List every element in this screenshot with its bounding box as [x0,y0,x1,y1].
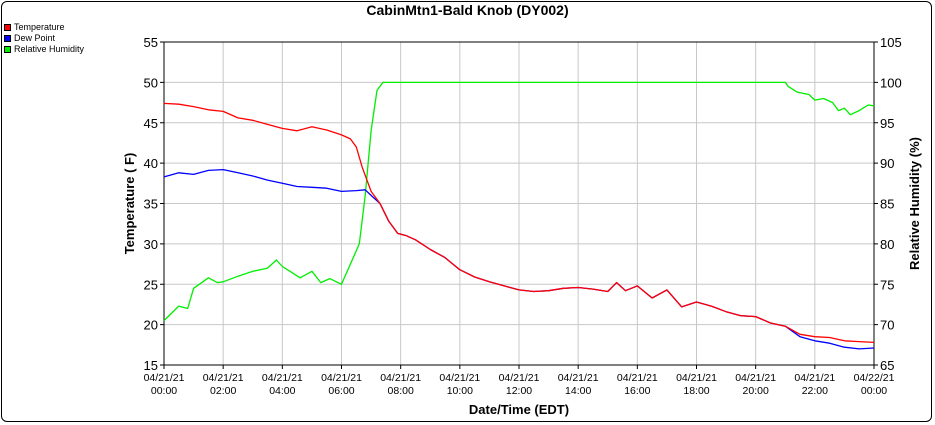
chart-title: CabinMtn1-Bald Knob (DY002) [366,2,569,18]
y2-tick-label-2: 75 [880,277,894,292]
series-line-temperature [163,102,875,344]
y-tick-label-3: 30 [144,237,158,252]
y-tick-label-7: 50 [144,75,158,90]
x-tick-time-12: 00:00 [861,385,887,397]
x-tick-date-12: 04/22/21 [854,372,895,384]
series-line-relative-humidity [163,81,875,322]
legend-swatch-dew-point [4,35,11,42]
x-tick-time-11: 22:00 [802,385,828,397]
legend: Temperature Dew Point Relative Humidity [4,22,84,55]
x-tick-time-2: 04:00 [269,385,295,397]
y2-axis-label: Relative Humidity (%) [907,137,922,270]
y-tick-label-6: 45 [144,116,158,131]
x-tick-date-11: 04/21/21 [794,372,835,384]
legend-label-dew-point: Dew Point [14,33,56,43]
y2-tick-label-4: 85 [880,197,894,212]
x-tick-date-7: 04/21/21 [558,372,599,384]
legend-item-temperature: Temperature [4,22,84,33]
y2-tick-label-0: 65 [880,358,894,373]
x-tick-date-5: 04/21/21 [439,372,480,384]
x-tick-date-1: 04/21/21 [203,372,244,384]
y2-tick-label-1: 70 [880,318,894,333]
x-tick-date-4: 04/21/21 [380,372,421,384]
y2-tick-label-3: 80 [880,237,894,252]
x-tick-date-6: 04/21/21 [499,372,540,384]
x-tick-time-6: 12:00 [506,385,532,397]
y-tick-label-4: 35 [144,197,158,212]
x-tick-time-5: 10:00 [447,385,473,397]
x-tick-time-9: 18:00 [683,385,709,397]
x-axis-label: Date/Time (EDT) [469,402,569,417]
x-tick-time-3: 06:00 [328,385,354,397]
x-tick-date-0: 04/21/21 [144,372,185,384]
legend-item-dew-point: Dew Point [4,33,84,44]
y-axis-label: Temperature ( F) [122,153,137,255]
legend-swatch-relative-humidity [4,46,11,53]
legend-label-temperature: Temperature [14,22,65,32]
x-tick-time-10: 20:00 [743,385,769,397]
x-tick-time-1: 02:00 [210,385,236,397]
legend-label-relative-humidity: Relative Humidity [14,44,85,54]
y-tick-label-1: 20 [144,318,158,333]
y2-tick-label-6: 95 [880,116,894,131]
legend-item-relative-humidity: Relative Humidity [4,44,84,55]
y2-tick-label-8: 105 [880,35,902,50]
x-tick-time-8: 16:00 [624,385,650,397]
legend-swatch-temperature [4,24,11,31]
y2-tick-label-7: 100 [880,75,902,90]
x-tick-time-7: 14:00 [565,385,591,397]
x-tick-date-3: 04/21/21 [321,372,362,384]
x-tick-time-0: 00:00 [151,385,177,397]
x-tick-date-10: 04/21/21 [735,372,776,384]
x-tick-date-8: 04/21/21 [617,372,658,384]
y-tick-label-0: 15 [144,358,158,373]
y-tick-label-2: 25 [144,277,158,292]
x-tick-time-4: 08:00 [388,385,414,397]
x-tick-date-2: 04/21/21 [262,372,303,384]
x-tick-date-9: 04/21/21 [676,372,717,384]
y-tick-label-8: 55 [144,35,158,50]
y-tick-label-5: 40 [144,156,158,171]
y2-tick-label-5: 90 [880,156,894,171]
